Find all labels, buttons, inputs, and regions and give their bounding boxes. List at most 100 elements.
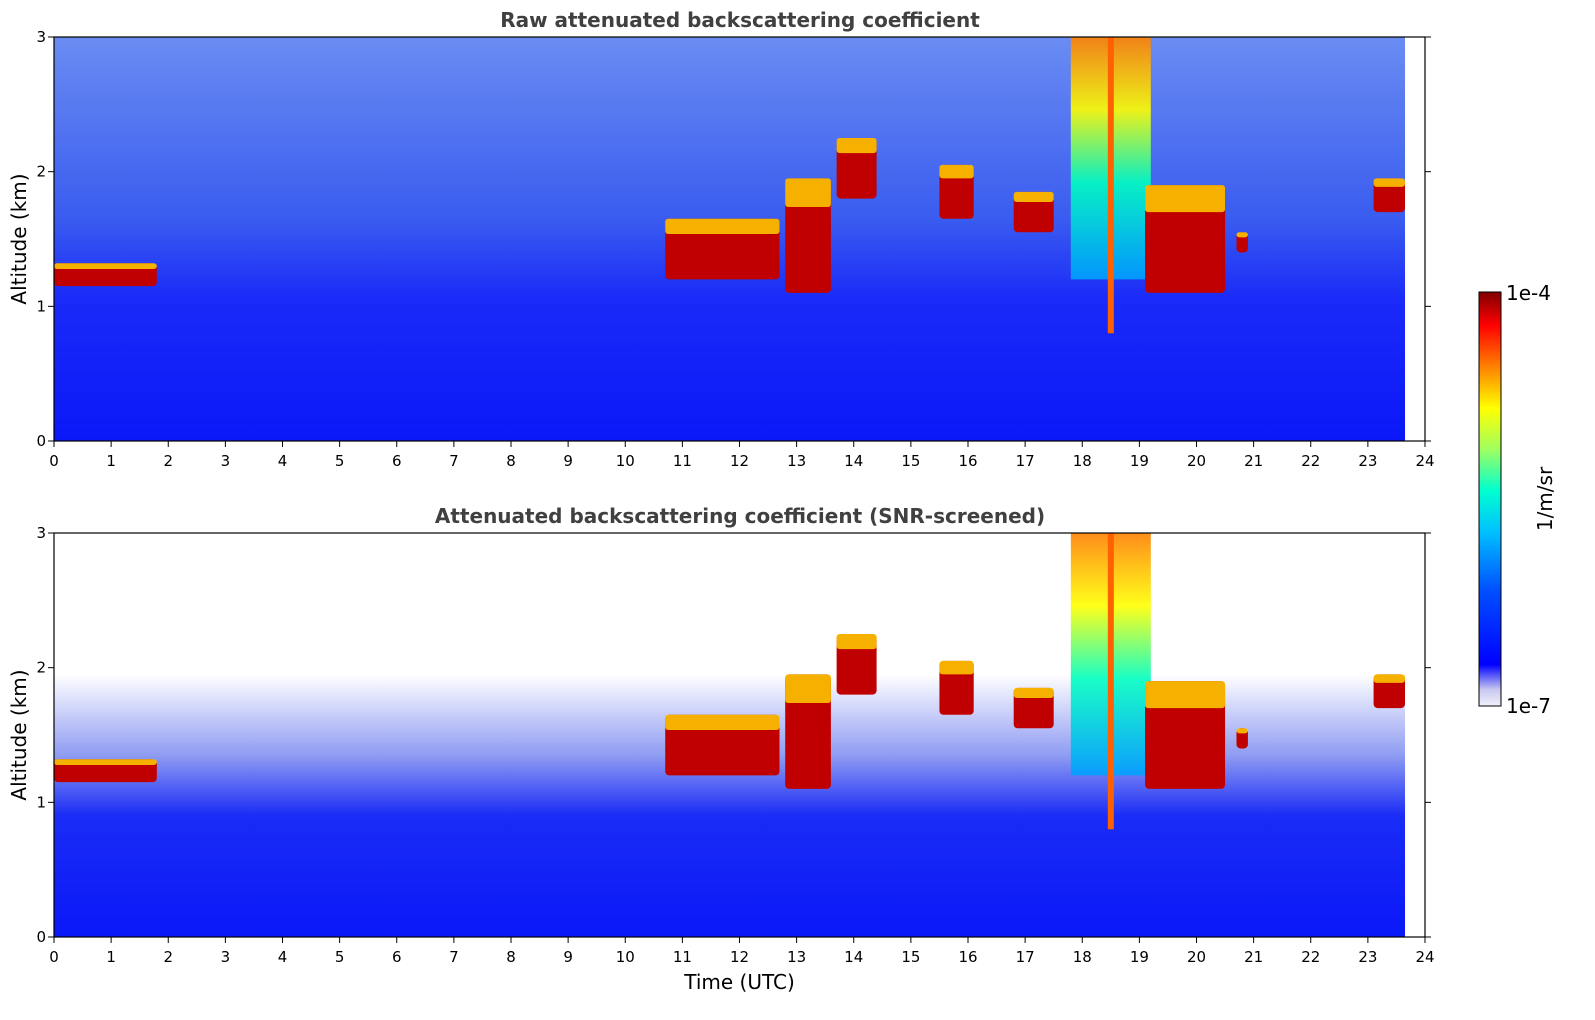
colorbar-min-label: 1e-7 [1506,694,1551,718]
cloud-feature [1236,232,1248,253]
cloud-edge [836,634,877,650]
x-ticks: 0 1 2 3 4 5 6 7 8 9 10 11 12 13 14 15 16 17 18 19 20 21 22 23 24 [49,937,1435,966]
x-tick-label: 18 [1073,948,1092,966]
x-tick-label: 15 [901,452,920,470]
x-tick-label: 8 [506,452,516,470]
x-tick-label: 24 [1415,948,1434,966]
x-tick-label: 20 [1187,948,1206,966]
x-tick-label: 12 [730,452,749,470]
cloud-features [54,37,1406,334]
x-tick-label: 7 [449,452,459,470]
x-tick-label: 14 [844,948,863,966]
x-tick-label: 19 [1130,452,1149,470]
x-tick-label: 4 [278,948,288,966]
y-tick-label: 1 [36,793,46,811]
x-tick-label: 10 [616,948,635,966]
cloud-edge [939,164,974,179]
y-axis-label: Altitude (km) [7,173,31,304]
cloud-edge [54,759,157,765]
panel-title: Raw attenuated backscattering coefficien… [500,8,980,32]
x-tick-label: 12 [730,948,749,966]
x-tick-label: 17 [1016,452,1035,470]
colorbar-gradient [1478,291,1502,707]
panel-title: Attenuated backscattering coefficient (S… [435,504,1045,528]
x-tick-label: 5 [335,948,345,966]
x-tick-label: 3 [221,948,231,966]
y-ticks: 0 1 2 3 [36,28,1431,450]
x-tick-label: 0 [49,452,59,470]
panel-raw: Raw attenuated backscattering coefficien… [7,8,1435,470]
x-tick-label: 8 [506,948,516,966]
y-tick-label: 3 [36,524,46,542]
cloud-edge [1236,728,1248,734]
x-tick-label: 22 [1301,452,1320,470]
x-tick-label: 4 [278,452,288,470]
x-tick-label: 16 [958,948,977,966]
colorbar: 1e-4 1e-7 1/m/sr [1478,281,1557,718]
x-tick-label: 13 [787,948,806,966]
x-tick-label: 23 [1358,948,1377,966]
x-tick-label: 20 [1187,452,1206,470]
x-tick-label: 19 [1130,948,1149,966]
cloud-edge [1373,178,1406,187]
y-axis-label: Altitude (km) [7,669,31,800]
precip-core [1107,533,1114,830]
x-tick-label: 11 [673,452,692,470]
x-tick-label: 16 [958,452,977,470]
x-tick-label: 21 [1244,948,1263,966]
cloud-features [54,533,1406,830]
x-tick-label: 23 [1358,452,1377,470]
x-tick-label: 24 [1415,452,1434,470]
cloud-edge [836,138,877,154]
x-tick-label: 2 [163,948,173,966]
cloud-feature [1236,728,1248,749]
y-tick-label: 1 [36,297,46,315]
x-axis-label: Time (UTC) [683,970,795,994]
y-tick-label: 3 [36,28,46,46]
x-tick-label: 15 [901,948,920,966]
x-tick-label: 6 [392,452,402,470]
cloud-edge [785,178,831,208]
x-ticks: 0 1 2 3 4 5 6 7 8 9 10 11 12 13 14 15 16 17 18 19 20 21 22 23 24 [49,441,1435,470]
y-tick-label: 2 [36,659,46,677]
y-tick-label: 0 [36,928,46,946]
colorbar-max-label: 1e-4 [1506,281,1551,305]
x-tick-label: 21 [1244,452,1263,470]
x-tick-label: 5 [335,452,345,470]
x-tick-label: 0 [49,948,59,966]
precip-core [1107,37,1114,334]
cloud-edge [1145,185,1226,213]
cloud-edge [1373,674,1406,683]
x-tick-label: 1 [106,452,116,470]
cloud-feature [1013,687,1054,729]
y-tick-label: 0 [36,432,46,450]
y-tick-label: 2 [36,163,46,181]
x-tick-label: 11 [673,948,692,966]
cloud-edge [1236,232,1248,238]
cloud-edge [665,218,780,234]
cloud-edge [665,714,780,730]
x-tick-label: 22 [1301,948,1320,966]
x-tick-label: 13 [787,452,806,470]
cloud-edge [54,263,157,269]
x-tick-label: 10 [616,452,635,470]
x-tick-label: 18 [1073,452,1092,470]
panel-snr-screened: Attenuated backscattering coefficient (S… [7,504,1435,994]
cloud-edge [785,674,831,704]
colorbar-title: 1/m/sr [1533,466,1557,531]
x-tick-label: 6 [392,948,402,966]
x-tick-label: 9 [563,452,573,470]
cloud-edge [1013,687,1054,698]
x-tick-label: 9 [563,948,573,966]
cloud-edge [939,660,974,675]
cloud-feature [785,674,831,789]
y-ticks: 0 1 2 3 [36,524,1431,946]
x-tick-label: 3 [221,452,231,470]
x-tick-label: 14 [844,452,863,470]
x-tick-label: 17 [1016,948,1035,966]
x-tick-label: 1 [106,948,116,966]
cloud-edge [1013,191,1054,202]
x-tick-label: 7 [449,948,459,966]
x-tick-label: 2 [163,452,173,470]
